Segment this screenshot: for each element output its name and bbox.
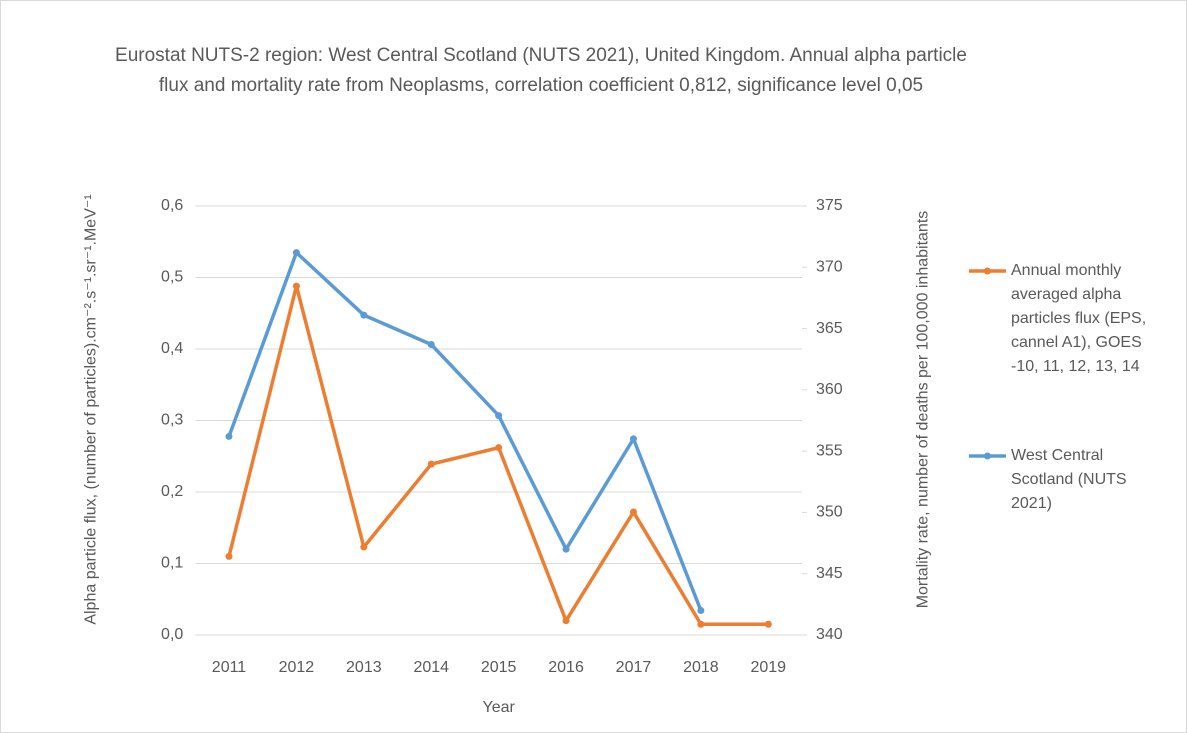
y2-axis-title: Mortality rate, number of deaths per 100…: [914, 210, 932, 609]
x-tick-label: 2016: [548, 659, 584, 676]
series-line: [227, 250, 703, 612]
chart-title: Eurostat NUTS-2 region: West Central Sco…: [115, 45, 967, 96]
x-tick-label: 2015: [481, 659, 517, 676]
point: [629, 508, 637, 516]
x-tick-label: 2012: [279, 659, 315, 676]
y-tick-label: 0,1: [161, 555, 183, 572]
point: [495, 412, 503, 420]
point: [495, 444, 503, 452]
y-axis-title: Alpha particle flux, (number of particle…: [82, 194, 100, 625]
point: [360, 543, 368, 551]
point: [697, 606, 705, 614]
point: [427, 341, 435, 349]
legend-swatch-dot: [984, 267, 991, 275]
point: [427, 460, 435, 468]
y-tick-label: 0,0: [161, 626, 183, 643]
legend-label: Annual monthly averaged alpha particles …: [1011, 262, 1147, 375]
x-tick-label: 2011: [212, 659, 247, 676]
point: [697, 620, 705, 628]
y2-tick-label: 350: [816, 504, 843, 521]
point: [292, 282, 300, 290]
y2-tick-label: 370: [816, 259, 843, 276]
y2-tick-label: 365: [816, 320, 843, 337]
x-tick-label: 2014: [413, 659, 449, 676]
y2-tick-label: 340: [816, 626, 843, 643]
point: [225, 432, 233, 440]
legend-swatch-dot: [984, 452, 991, 460]
y-tick-label: 0,3: [161, 412, 183, 429]
y-tick-label: 0,5: [161, 269, 183, 286]
x-tick-label: 2013: [346, 659, 382, 676]
y-tick-label: 0,6: [161, 197, 183, 214]
x-axis-title: Year: [482, 699, 515, 716]
x-tick-label: 2018: [683, 659, 719, 676]
legend-label: West Central Scotland (NUTS 2021): [1011, 447, 1127, 512]
point: [225, 552, 233, 560]
y-tick-label: 0,4: [161, 340, 183, 357]
point: [764, 620, 772, 628]
y2-tick-label: 360: [816, 381, 843, 398]
point: [360, 311, 368, 319]
y2-tick-label: 345: [816, 565, 843, 582]
y2-tick-label: 355: [816, 442, 843, 459]
point: [629, 435, 637, 443]
x-tick-label: 2019: [750, 659, 786, 676]
point: [562, 617, 570, 625]
y2-tick-label: 375: [816, 197, 843, 214]
point: [292, 249, 300, 257]
y-tick-label: 0,2: [161, 483, 183, 500]
point: [562, 545, 570, 553]
x-tick-label: 2017: [616, 659, 652, 676]
